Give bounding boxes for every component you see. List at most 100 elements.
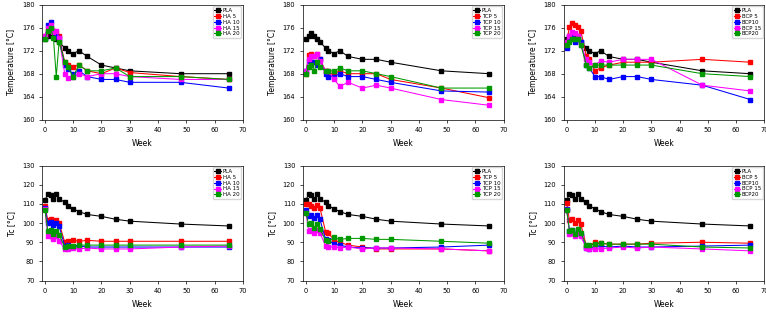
HA 10 [46,20,55,24]
HA 5 [61,240,70,244]
BCP 5 [562,201,571,205]
TCP 10 [301,69,310,73]
TCP 20 [309,226,319,230]
BCP 5 [619,242,628,246]
TCP 5 [309,206,319,210]
PLA [304,192,313,196]
TCP 20 [313,222,322,226]
BCP20 [633,242,642,246]
BCP 5 [604,63,614,67]
PLA [83,55,92,58]
BCP10 [591,244,600,248]
TCP 15 [313,52,322,55]
BCP 5 [571,23,580,27]
BCP 5 [574,25,583,29]
PLA [41,37,50,41]
TCP 15 [324,69,333,73]
TCP 15 [344,81,353,84]
PLA [565,192,574,196]
PLA [316,197,325,201]
PLA [125,219,134,223]
HA 15 [43,26,52,29]
HA 20 [97,69,106,73]
BCP20 [604,242,614,246]
TCP 20 [372,72,381,75]
Legend: PLA, HA 5, HA 10, HA 15, HA 20: PLA, HA 5, HA 10, HA 15, HA 20 [213,167,241,199]
PLA [69,207,78,210]
HA 5 [224,239,233,243]
HA 5 [41,204,50,208]
Line: PLA: PLA [44,32,230,75]
BCP20 [576,231,585,235]
HA 5 [61,60,70,64]
HA 5 [111,239,120,243]
HA 20 [97,243,106,247]
PLA [596,49,605,53]
HA 10 [111,78,120,81]
PLA [316,40,325,44]
BCP20 [582,63,591,67]
PLA [43,192,52,196]
PLA [386,219,395,223]
TCP 5 [437,86,446,90]
X-axis label: Week: Week [653,139,675,148]
PLA [591,207,600,210]
PLA [301,198,310,202]
BCP10 [582,246,591,250]
PLA [61,46,70,50]
TCP 15 [309,55,319,58]
PLA [562,198,571,202]
HA 20 [74,63,83,67]
BCP 15 [647,57,656,61]
BCP 5 [582,55,591,58]
TCP 5 [304,202,313,206]
Line: BCP 15: BCP 15 [565,208,752,252]
BCP 5 [604,242,614,246]
Line: TCP 5: TCP 5 [304,52,491,99]
BCP10 [647,78,656,81]
HA 15 [69,75,78,79]
BCP 15 [591,63,600,67]
TCP 10 [316,57,325,61]
TCP 15 [321,244,330,248]
HA 5 [63,239,72,243]
TCP 15 [329,78,339,81]
BCP20 [565,229,574,233]
TCP 5 [386,247,395,251]
PLA [698,222,707,226]
BCP 15 [565,232,574,236]
PLA [63,49,72,53]
Line: HA 15: HA 15 [44,23,230,81]
Line: HA 20: HA 20 [44,26,230,81]
X-axis label: Week: Week [393,139,414,148]
HA 5 [43,29,52,33]
TCP 15 [372,83,381,87]
PLA [125,69,134,73]
PLA [372,217,381,221]
PLA [49,35,58,38]
Line: TCP 15: TCP 15 [304,52,491,107]
BCP 15 [568,231,577,235]
Line: TCP 15: TCP 15 [304,211,491,252]
HA 15 [224,78,233,81]
BCP10 [619,244,628,248]
BCP10 [604,78,614,81]
BCP 5 [582,244,591,248]
TCP 10 [313,63,322,67]
Line: HA 20: HA 20 [44,208,230,249]
PLA [485,224,494,228]
BCP10 [604,245,614,249]
TCP 10 [309,217,319,220]
HA 15 [63,76,72,80]
HA 20 [61,245,70,249]
TCP 15 [301,69,310,73]
BCP20 [596,241,605,245]
BCP20 [576,43,585,47]
PLA [344,213,353,217]
TCP 15 [321,69,330,73]
TCP 15 [309,231,319,235]
TCP 10 [321,72,330,75]
PLA [51,37,61,41]
TCP 5 [301,72,310,75]
HA 10 [125,81,134,84]
